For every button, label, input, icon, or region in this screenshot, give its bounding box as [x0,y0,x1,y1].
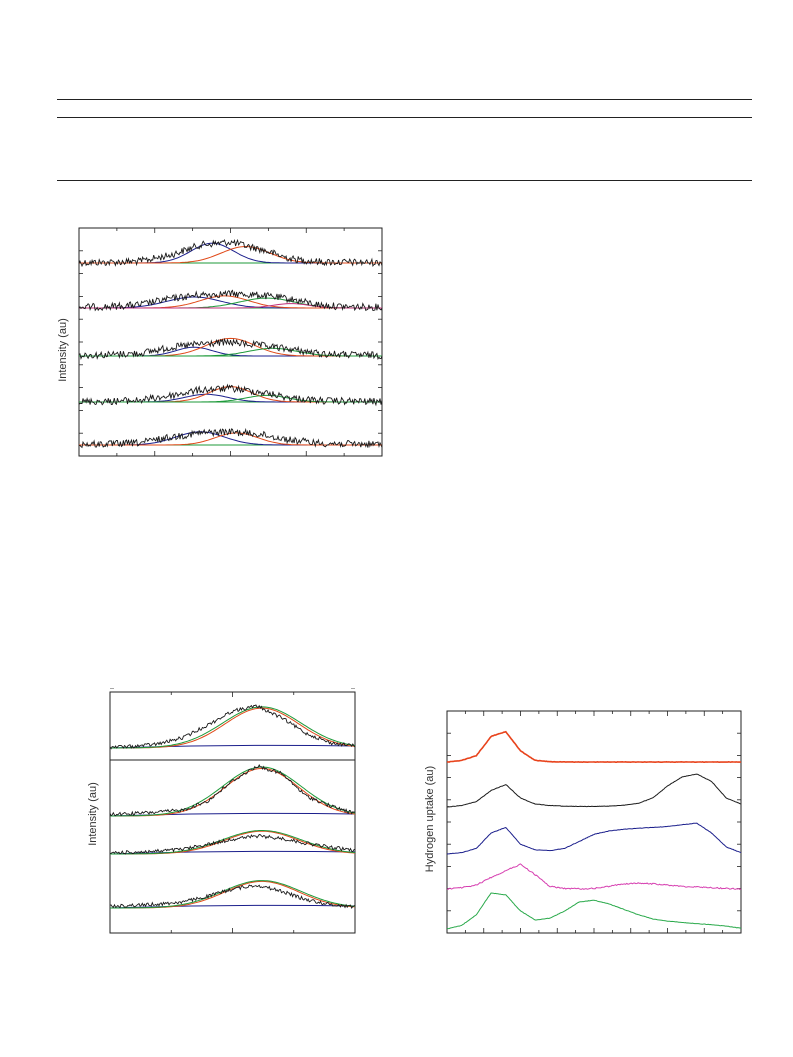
header-rule [57,117,752,118]
chart-b-envelope-fit [110,830,356,855]
chart-c-series-line [446,822,742,855]
chart-b-peak-fit [110,830,356,855]
table-bottom-rule [57,180,752,181]
chart-b-peak-fit [110,707,356,749]
chart-a-ylabel: Intensity (au) [57,318,69,382]
chart-c: Hydrogen uptake (au) [424,710,742,934]
chart-b-envelope-fit [110,766,356,817]
top-rule [57,99,752,100]
chart-b-series-line [109,834,356,855]
chart-c-frame [446,710,742,934]
chart-a-series-line [78,337,383,360]
chart-c-series-line [446,863,742,890]
chart-a-series-line [78,427,383,449]
chart-a-fit-component [79,242,382,264]
chart-b-background [109,850,356,855]
chart-b-plot [109,688,356,934]
chart-b: Intensity (au) [87,688,356,934]
chart-b-background [109,812,356,817]
chart-b-background [109,904,356,909]
chart-b-envelope-fit [110,706,356,749]
chart-b-background [109,744,356,749]
chart-a-fit-component [79,296,382,309]
chart-c-series-line [446,773,742,808]
chart-a-fit-component [79,295,382,309]
chart-a-series-line [78,289,383,312]
chart-a-fit-component [79,245,382,264]
chart-a-series-line [78,238,383,268]
chart-c-plot [446,710,742,934]
chart-b-series-line [109,884,356,909]
chart-b-peak-fit [110,768,356,817]
chart-c-series-line [447,730,742,764]
chart-b-series-line [109,763,356,817]
chart-a: Intensity (au) [57,227,383,457]
chart-c-series-line [446,892,742,930]
chart-c-ylabel: Hydrogen uptake (au) [424,766,436,872]
chart-b-ylabel: Intensity (au) [87,782,99,846]
chart-a-plot [78,227,383,457]
chart-b-series-line [109,704,356,750]
chart-a-series-line [78,383,383,407]
chart-b-frame [109,691,356,934]
chart-b-envelope-fit [110,880,356,909]
chart-a-fit-component [79,347,382,357]
